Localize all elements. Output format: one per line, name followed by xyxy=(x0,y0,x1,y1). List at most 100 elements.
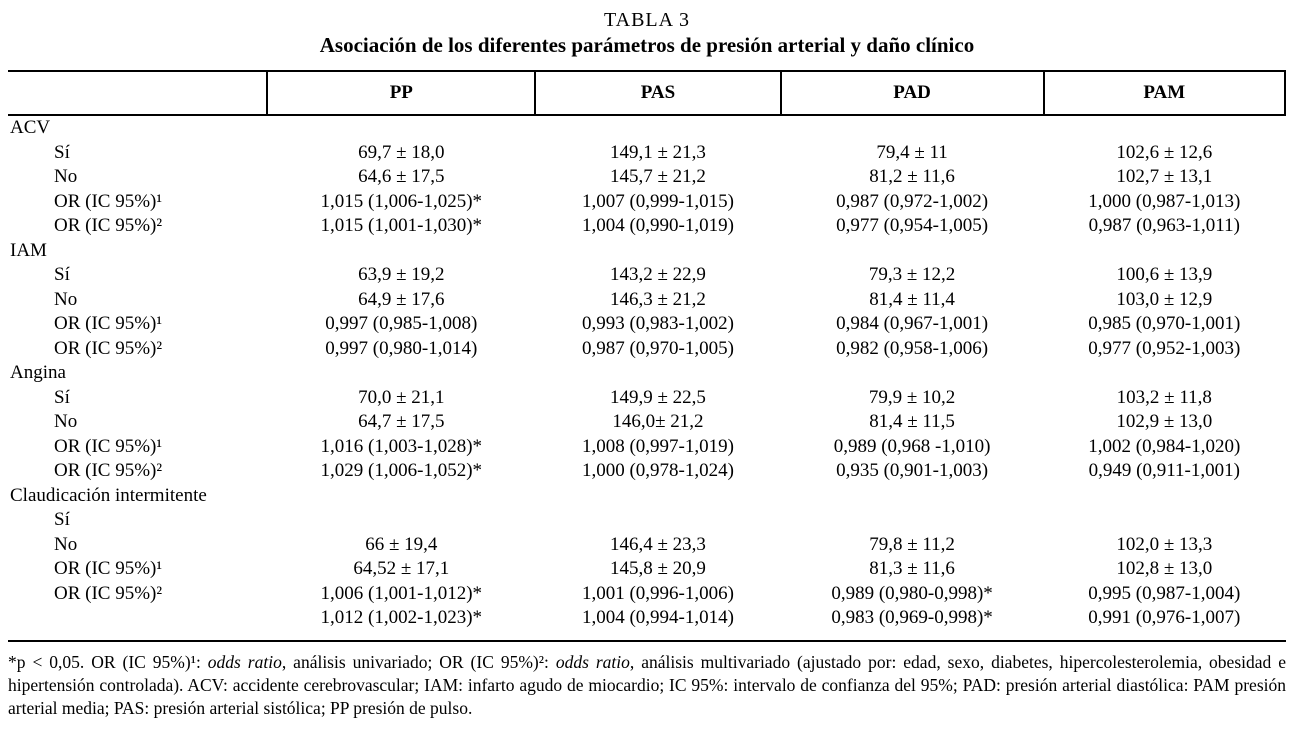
value-cell: 63,9 ± 19,2 xyxy=(358,264,445,285)
table-header: PP PAS PAD PAM xyxy=(8,70,1287,116)
value-cell: 81,2 ± 11,6 xyxy=(869,166,955,187)
value-cell xyxy=(1044,508,1285,533)
row-label-cell: No xyxy=(54,288,78,310)
row-label-cell: Sí xyxy=(54,509,70,530)
value-cell: 81,3 ± 11,6 xyxy=(869,558,955,579)
value-cell xyxy=(781,508,1044,533)
footnote-segment: , análisis univariado; OR (IC 95%)²: xyxy=(281,651,556,672)
footnote-italic-segment: odds ratio xyxy=(207,651,282,672)
footnote-italic-segment: odds ratio xyxy=(555,651,630,672)
value-cell: 79,9 ± 10,2 xyxy=(868,386,956,408)
value-cell: 0,949 (0,911-1,001) xyxy=(1088,460,1240,481)
row-label-cell: OR (IC 95%)² xyxy=(54,215,163,236)
value-cell: 0,977 (0,954-1,005) xyxy=(836,215,989,236)
table-number: TABLA 3 xyxy=(604,9,690,31)
table-bottom-rule xyxy=(8,639,1286,642)
value-cell: 69,7 ± 18,0 xyxy=(358,141,445,163)
value-cell: 1,007 (0,999-1,015) xyxy=(581,190,734,212)
page-title: Asociación de los diferentes parámetros … xyxy=(319,33,975,57)
row-label-cell: Sí xyxy=(54,264,70,285)
value-cell: 0,997 (0,980-1,014) xyxy=(325,337,478,359)
header-cell-pam: PAM xyxy=(1042,70,1287,116)
table-row: OR (IC 95%)¹ 1,015 (1,006-1,025)* 1,007 (0… xyxy=(8,190,1285,215)
value-cell: 0,977 (0,952-1,003) xyxy=(1088,337,1241,359)
value-cell: 146,4 ± 23,3 xyxy=(609,533,706,555)
group-row: Claudicación intermitente xyxy=(8,484,1285,509)
table-row: No 64,7 ± 17,5 146,0± 21,2 81,4 ± 11,5 102,9… xyxy=(8,410,1285,435)
row-label-cell: OR (IC 95%)¹ xyxy=(54,313,163,334)
table-footnote: *p < 0,05. OR (IC 95%)¹: odds ratio, aná… xyxy=(8,651,1286,720)
value-cell: 0,989 (0,968 -1,010) xyxy=(833,435,991,457)
row-label-cell: No xyxy=(54,533,78,555)
value-cell: 146,0± 21,2 xyxy=(612,411,704,432)
header-cell-pad: PAD xyxy=(779,70,1044,116)
value-cell: 70,0 ± 21,1 xyxy=(358,386,445,408)
table-row: Sí 70,0 ± 21,1 149,9 ± 22,5 79,9 ± 10,2 103,… xyxy=(8,386,1285,411)
value-cell: 0,982 (0,958-1,006) xyxy=(836,337,989,359)
table-row: No 64,9 ± 17,6 146,3 ± 21,2 81,4 ± 11,4 103,… xyxy=(8,288,1285,313)
value-cell: 0,935 (0,901-1,003) xyxy=(836,460,989,481)
value-cell: 146,3 ± 21,2 xyxy=(609,288,706,310)
value-cell: 145,8 ± 20,9 xyxy=(609,558,706,579)
row-label-cell: OR (IC 95%)¹ xyxy=(54,558,163,579)
table-row: No 64,6 ± 17,5 145,7 ± 21,2 81,2 ± 11,6 102,… xyxy=(8,165,1285,190)
group-label: Claudicación intermitente xyxy=(10,484,207,506)
row-label-cell xyxy=(8,606,267,631)
value-cell: 66 ± 19,4 xyxy=(365,533,438,555)
value-cell: 1,029 (1,006-1,052)* xyxy=(320,460,483,481)
row-label-cell: No xyxy=(54,166,78,187)
value-cell xyxy=(535,508,780,533)
value-cell: 0,991 (0,976-1,007) xyxy=(1088,607,1241,628)
footnote-segment: *p < 0,05. OR (IC 95%)¹: xyxy=(8,651,208,672)
value-cell: 102,7 ± 13,1 xyxy=(1116,166,1213,187)
value-cell: 1,004 (0,994-1,014) xyxy=(581,607,734,628)
header-cell-empty xyxy=(8,70,268,116)
value-cell: 102,8 ± 13,0 xyxy=(1116,558,1213,579)
value-cell: 1,000 (0,978-1,024) xyxy=(581,460,734,481)
value-cell: 81,4 ± 11,4 xyxy=(869,288,955,310)
value-cell: 1,008 (0,997-1,019) xyxy=(581,435,734,457)
value-cell: 1,015 (1,001-1,030)* xyxy=(320,215,483,236)
group-label: IAM xyxy=(10,239,47,261)
header-cell-pp: PP xyxy=(266,70,536,116)
table-body: ACV Sí 69,7 ± 18,0 149,1 ± 21,3 79,4 ± 11 102… xyxy=(8,115,1285,631)
value-cell: 79,3 ± 12,2 xyxy=(868,264,956,285)
group-row: IAM xyxy=(8,239,1285,264)
value-cell: 0,989 (0,980-0,998)* xyxy=(831,582,993,604)
value-cell: 149,1 ± 21,3 xyxy=(609,141,706,163)
row-label-cell: OR (IC 95%)² xyxy=(54,337,163,359)
value-cell: 1,004 (0,990-1,019) xyxy=(581,215,734,236)
table-row: No 66 ± 19,4 146,4 ± 23,3 79,8 ± 11,2 102,0 … xyxy=(8,533,1285,558)
value-cell xyxy=(267,508,535,533)
value-cell: 103,0 ± 12,9 xyxy=(1116,288,1213,310)
value-cell: 0,985 (0,970-1,001) xyxy=(1088,313,1241,334)
value-cell: 64,52 ± 17,1 xyxy=(353,558,450,579)
value-cell: 1,001 (0,996-1,006) xyxy=(581,582,734,604)
value-cell: 0,995 (0,987-1,004) xyxy=(1088,582,1241,604)
value-cell: 0,987 (0,972-1,002) xyxy=(836,190,989,212)
value-cell: 64,9 ± 17,6 xyxy=(358,288,445,310)
value-cell: 0,987 (0,963-1,011) xyxy=(1088,215,1240,236)
group-row: ACV xyxy=(8,115,1285,141)
value-cell: 0,997 (0,985-1,008) xyxy=(325,313,478,334)
group-label: Angina xyxy=(10,362,66,383)
value-cell: 81,4 ± 11,5 xyxy=(869,411,955,432)
value-cell: 102,0 ± 13,3 xyxy=(1116,533,1213,555)
row-label-cell: Sí xyxy=(54,141,70,163)
group-label: ACV xyxy=(10,117,51,138)
group-row: Angina xyxy=(8,361,1285,386)
row-label-cell: OR (IC 95%)² xyxy=(54,460,163,481)
value-cell: 1,000 (0,987-1,013) xyxy=(1088,190,1241,212)
blood-pressure-table: PP PAS PAD PAM ACV Sí 69,7 ± 18,0 149,1 ± 2… xyxy=(8,70,1287,631)
table-row: OR (IC 95%)² 1,029 (1,006-1,052)* 1,000 (0… xyxy=(8,459,1285,484)
table-caption: TABLA 3 Asociación de los diferentes par… xyxy=(8,8,1286,58)
table-row: Sí 69,7 ± 18,0 149,1 ± 21,3 79,4 ± 11 102,6 … xyxy=(8,141,1285,166)
value-cell: 102,6 ± 12,6 xyxy=(1116,141,1213,163)
value-cell: 149,9 ± 22,5 xyxy=(609,386,706,408)
row-label-cell: OR (IC 95%)² xyxy=(54,582,163,604)
value-cell: 79,4 ± 11 xyxy=(876,141,948,163)
value-cell: 0,984 (0,967-1,001) xyxy=(836,313,989,334)
table-row: Sí xyxy=(8,508,1285,533)
value-cell: 64,6 ± 17,5 xyxy=(358,166,445,187)
